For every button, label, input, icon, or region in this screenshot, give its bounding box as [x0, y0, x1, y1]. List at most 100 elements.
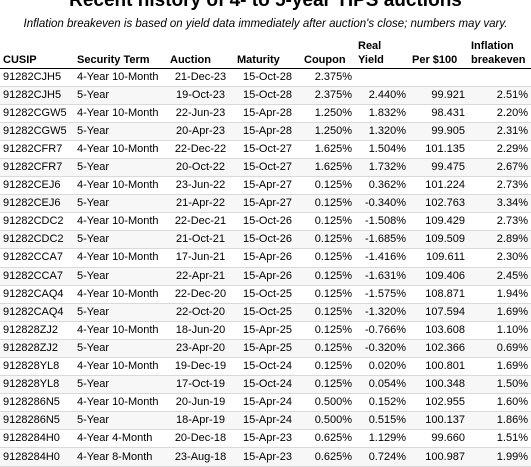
cell-security-term: 5-Year [74, 230, 167, 250]
cell-cusip: 9128284H0 [0, 447, 74, 467]
cell-cusip: 91282CEJ6 [0, 176, 74, 196]
table-row: 91282CJH5 5-Year 19-Oct-23 15-Oct-28 2.375% 2… [0, 86, 531, 105]
cell-maturity-date: 15-Apr-25 [234, 321, 301, 340]
cell-auction-date: 22-Dec-21 [167, 212, 234, 232]
cell-inflation-breakeven: 1.94% [468, 285, 531, 304]
cell-inflation-breakeven: 3.34% [468, 194, 531, 214]
cell-cusip: 91282CDC2 [0, 230, 74, 250]
cell-coupon: 2.375% [301, 86, 355, 105]
cell-inflation-breakeven: 0.69% [468, 339, 531, 359]
cell-coupon: 0.125% [301, 267, 355, 286]
cell-real-yield: 0.054% [355, 375, 409, 395]
cell-maturity-date: 15-Apr-27 [234, 194, 301, 214]
cell-real-yield: 1.832% [355, 104, 409, 123]
cell-security-term: 4-Year 8-Month [74, 447, 167, 467]
cell-cusip: 91282CJH5 [0, 68, 74, 87]
cell-inflation-breakeven: 1.50% [468, 375, 531, 395]
cell-security-term: 4-Year 10-Month [74, 140, 167, 159]
cell-real-yield: -1.685% [355, 230, 409, 250]
cell-security-term: 4-Year 10-Month [74, 357, 167, 377]
cell-coupon: 0.125% [301, 285, 355, 304]
cell-maturity-date: 15-Apr-23 [234, 429, 301, 449]
cell-maturity-date: 15-Apr-26 [234, 267, 301, 286]
cell-real-yield: 1.129% [355, 429, 409, 449]
cell-auction-date: 19-Dec-19 [167, 357, 234, 377]
cell-auction-date: 20-Apr-23 [167, 122, 234, 141]
cell-auction-date: 17-Jun-21 [167, 248, 234, 268]
cell-real-yield: 0.724% [355, 447, 409, 467]
cell-auction-date: 23-Aug-18 [167, 447, 234, 467]
table-row: 91282CCA7 4-Year 10-Month 17-Jun-21 15-Apr-… [0, 248, 531, 268]
cell-security-term: 4-Year 10-Month [74, 393, 167, 413]
cell-real-yield: 1.320% [355, 122, 409, 141]
cell-coupon: 0.125% [301, 321, 355, 340]
cell-real-yield: -1.631% [355, 267, 409, 286]
cell-coupon: 1.625% [301, 140, 355, 159]
cell-cusip: 912828YL8 [0, 357, 74, 377]
cell-real-yield: 2.440% [355, 86, 409, 105]
cell-security-term: 5-Year [74, 122, 167, 141]
cell-maturity-date: 15-Oct-26 [234, 230, 301, 250]
cell-maturity-date: 15-Apr-24 [234, 393, 301, 413]
cell-per-100: 100.348 [409, 375, 468, 395]
cell-security-term: 5-Year [74, 303, 167, 322]
cell-per-100: 108.871 [409, 285, 468, 304]
cell-security-term: 4-Year 10-Month [74, 176, 167, 196]
header-per-100: Per $100 [409, 34, 468, 69]
cell-coupon: 0.500% [301, 393, 355, 413]
cell-per-100: 100.801 [409, 357, 468, 377]
cell-maturity-date: 15-Oct-26 [234, 212, 301, 232]
cell-auction-date: 22-Jun-23 [167, 104, 234, 123]
cell-cusip: 91282CEJ6 [0, 194, 74, 214]
table-row: 9128286N5 5-Year 18-Apr-19 15-Apr-24 0.500% 0… [0, 411, 531, 431]
cell-maturity-date: 15-Apr-26 [234, 248, 301, 268]
cell-coupon: 1.625% [301, 158, 355, 178]
table-header-row: CUSIP Security Term Auction Maturity Cou… [0, 34, 531, 69]
table-body: 91282CJH5 4-Year 10-Month 21-Dec-23 15-Oct-… [0, 68, 531, 467]
cell-maturity-date: 15-Apr-24 [234, 411, 301, 431]
cell-per-100 [409, 68, 468, 87]
table-row: 91282CGW5 4-Year 10-Month 22-Jun-23 15-Apr-… [0, 104, 531, 123]
cell-security-term: 4-Year 4-Month [74, 429, 167, 449]
cell-per-100: 102.366 [409, 339, 468, 359]
cell-maturity-date: 15-Apr-23 [234, 447, 301, 467]
cell-maturity-date: 15-Apr-25 [234, 339, 301, 359]
table-row: 912828YL8 5-Year 17-Oct-19 15-Oct-24 0.125% 0… [0, 375, 531, 395]
table-row: 91282CDC2 4-Year 10-Month 22-Dec-21 15-Oct-… [0, 212, 531, 232]
cell-inflation-breakeven: 1.51% [468, 429, 531, 449]
header-real-yield: Real Yield [355, 34, 409, 69]
cell-per-100: 109.429 [409, 212, 468, 232]
table-row: 91282CFR7 5-Year 20-Oct-22 15-Oct-27 1.625% 1… [0, 158, 531, 178]
header-security-term: Security Term [74, 34, 167, 69]
header-cusip: CUSIP [0, 34, 74, 69]
cell-coupon: 0.125% [301, 339, 355, 359]
cell-real-yield: 1.732% [355, 158, 409, 178]
cell-cusip: 91282CFR7 [0, 158, 74, 178]
cell-security-term: 5-Year [74, 158, 167, 178]
cell-cusip: 9128284H0 [0, 429, 74, 449]
cell-per-100: 102.955 [409, 393, 468, 413]
table-row: 912828YL8 4-Year 10-Month 19-Dec-19 15-Oct-… [0, 357, 531, 377]
breakeven-note: Inflation breakeven is based on yield da… [23, 18, 508, 30]
cell-inflation-breakeven: 1.60% [468, 393, 531, 413]
cell-security-term: 5-Year [74, 86, 167, 105]
cell-real-yield: -0.766% [355, 321, 409, 340]
cell-coupon: 0.125% [301, 248, 355, 268]
cell-cusip: 91282CGW5 [0, 122, 74, 141]
table-row: 91282CEJ6 5-Year 21-Apr-22 15-Apr-27 0.125% -… [0, 194, 531, 214]
cell-per-100: 99.660 [409, 429, 468, 449]
cell-real-yield: -1.320% [355, 303, 409, 322]
cell-per-100: 109.406 [409, 267, 468, 286]
header-inflation-breakeven: Inflation breakeven [468, 34, 531, 69]
cell-cusip: 91282CFR7 [0, 140, 74, 159]
cell-inflation-breakeven: 2.67% [468, 158, 531, 178]
cell-auction-date: 22-Apr-21 [167, 267, 234, 286]
cell-per-100: 99.475 [409, 158, 468, 178]
cell-security-term: 5-Year [74, 267, 167, 286]
table-row: 91282CAQ4 4-Year 10-Month 22-Dec-20 15-Oct-… [0, 285, 531, 304]
cell-coupon: 0.125% [301, 357, 355, 377]
cell-coupon: 2.375% [301, 68, 355, 87]
cell-inflation-breakeven: 2.51% [468, 86, 531, 105]
cell-auction-date: 21-Oct-21 [167, 230, 234, 250]
cell-security-term: 4-Year 10-Month [74, 285, 167, 304]
